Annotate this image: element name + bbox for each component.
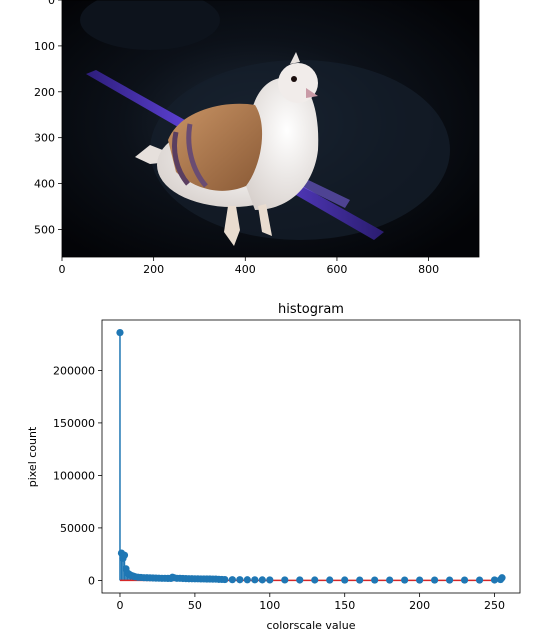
stem-marker xyxy=(281,576,288,583)
y-tick-label: 0 xyxy=(88,574,95,587)
histogram-panel: histogram 0 50 100 150 200 250 0 50000 100000 150… xyxy=(26,302,520,632)
x-tick-label: 0 xyxy=(116,599,123,612)
x-tick-label: 100 xyxy=(259,599,280,612)
stem-marker xyxy=(251,576,258,583)
stem-marker xyxy=(341,576,348,583)
y-tick-label: 200000 xyxy=(53,364,95,377)
stem-marker xyxy=(386,576,393,583)
photo-y-tick-label: 400 xyxy=(34,178,55,191)
stem-marker xyxy=(446,576,453,583)
photo-y-tick-label: 100 xyxy=(34,40,55,53)
stem-marker xyxy=(121,552,128,559)
photo-y-tick-label: 200 xyxy=(34,86,55,99)
photo-y-tick-label: 300 xyxy=(34,132,55,145)
stem-marker xyxy=(266,576,273,583)
stem-marker xyxy=(498,574,505,581)
y-tick-label: 100000 xyxy=(53,469,95,482)
histogram-stems xyxy=(116,329,505,584)
photo-x-tick-label: 600 xyxy=(326,263,347,276)
stem-marker xyxy=(296,576,303,583)
photo-x-tick-label: 200 xyxy=(143,263,164,276)
x-tick-label: 150 xyxy=(334,599,355,612)
stem-marker xyxy=(416,576,423,583)
stem-marker xyxy=(431,576,438,583)
stem-marker xyxy=(311,576,318,583)
stem-marker xyxy=(401,576,408,583)
stem-marker xyxy=(221,576,228,583)
stem-marker xyxy=(476,576,483,583)
y-axis-label: pixel count xyxy=(26,426,39,487)
stem-marker xyxy=(461,576,468,583)
x-tick-label: 200 xyxy=(409,599,430,612)
pigeon-photo xyxy=(62,0,479,257)
x-tick-label: 250 xyxy=(484,599,505,612)
x-tick-label: 50 xyxy=(188,599,202,612)
stem-marker xyxy=(356,576,363,583)
histogram-axes-frame xyxy=(102,320,520,593)
photo-x-tick-label: 400 xyxy=(235,263,256,276)
y-tick-label: 150000 xyxy=(53,417,95,430)
photo-x-tick-label: 800 xyxy=(418,263,439,276)
photo-panel: 0 200 400 600 800 0 100 200 300 400 500 xyxy=(34,0,479,276)
stem-marker xyxy=(229,576,236,583)
photo-y-tick-label: 0 xyxy=(48,0,55,7)
x-axis-label: colorscale value xyxy=(267,619,356,632)
stem-marker xyxy=(236,576,243,583)
stem-marker xyxy=(244,576,251,583)
stem-marker xyxy=(326,576,333,583)
photo-x-tick-label: 0 xyxy=(59,263,66,276)
histogram-title: histogram xyxy=(278,302,344,317)
stem-marker xyxy=(259,576,266,583)
photo-y-tick-label: 500 xyxy=(34,223,55,236)
stem-marker xyxy=(116,329,123,336)
stem-marker xyxy=(371,576,378,583)
y-tick-label: 50000 xyxy=(60,522,95,535)
